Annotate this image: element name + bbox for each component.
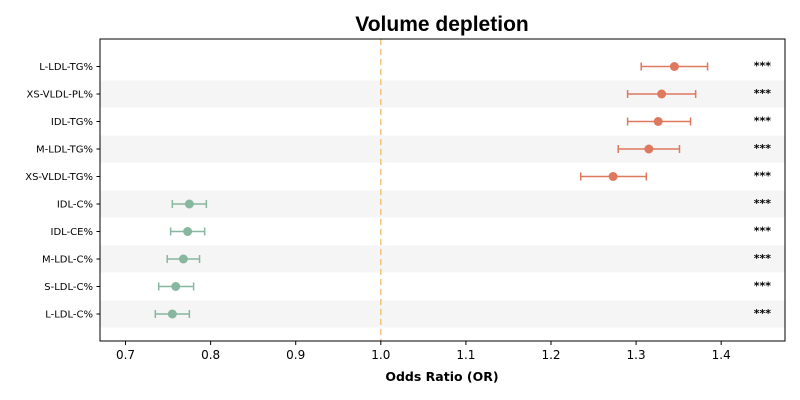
y-tick-label: M-LDL-TG% (36, 145, 93, 156)
row-band (100, 135, 785, 163)
significance-label: *** (754, 60, 772, 73)
y-tick-label: IDL-C% (57, 200, 93, 211)
significance-label: *** (754, 170, 772, 183)
ci-mark (626, 117, 692, 126)
significance-label: *** (754, 197, 772, 210)
or-point (183, 227, 193, 236)
or-point (171, 282, 181, 291)
row-band (100, 190, 785, 218)
or-point (184, 199, 194, 209)
ci-mark (166, 254, 201, 264)
y-tick-label: XS-VLDL-TG% (25, 172, 93, 183)
significance-label: *** (754, 252, 772, 265)
significance-label: *** (754, 225, 772, 238)
y-tick-label: XS-VLDL-PL% (27, 90, 93, 101)
significance-labels: *** *** *** *** *** *** *** *** *** *** (754, 60, 772, 321)
significance-label: *** (754, 87, 772, 100)
data-marks (154, 62, 709, 319)
x-tick-label: 0.9 (286, 348, 305, 362)
y-tick-label: L-LDL-C% (45, 310, 93, 321)
ci-mark (169, 227, 206, 236)
y-tick-label: IDL-CE% (51, 227, 93, 238)
x-tick-label: 1.2 (541, 348, 560, 362)
y-axis-labels: L-LDL-TG% XS-VLDL-PL% IDL-TG% M-LDL-TG% XS-V… (25, 62, 100, 321)
x-tick-label: 0.7 (116, 348, 135, 362)
ci-mark (626, 89, 697, 99)
y-tick-label: L-LDL-TG% (39, 62, 93, 73)
x-axis: 0.7 0.8 0.9 1.0 1.1 1.2 1.3 1.4 (116, 341, 731, 362)
x-axis-label: Odds Ratio (OR) (385, 369, 498, 384)
significance-label: *** (754, 115, 772, 128)
significance-label: *** (754, 280, 772, 293)
row-band (100, 300, 785, 328)
ci-mark (640, 62, 709, 71)
or-point (608, 172, 618, 181)
x-tick-label: 1.3 (627, 348, 646, 362)
x-tick-label: 1.0 (371, 348, 390, 362)
significance-label: *** (754, 142, 772, 155)
chart-title: Volume depletion (355, 13, 528, 36)
y-tick-label: S-LDL-C% (44, 282, 93, 293)
row-band (100, 245, 785, 273)
ci-mark (157, 282, 195, 291)
x-tick-label: 0.8 (201, 348, 220, 362)
or-point (653, 117, 663, 126)
plot-frame (99, 38, 786, 342)
significance-label: *** (754, 307, 772, 320)
x-tick-label: 1.1 (456, 348, 475, 362)
ci-mark (617, 144, 681, 154)
y-tick-label: IDL-TG% (51, 117, 93, 128)
x-tick-label: 1.4 (712, 348, 731, 362)
or-point (657, 89, 667, 99)
or-point (167, 309, 177, 319)
or-point (644, 144, 654, 154)
or-point (178, 254, 188, 264)
or-point (669, 62, 679, 71)
ci-mark (154, 309, 191, 319)
ci-mark (580, 172, 648, 181)
y-tick-label: M-LDL-C% (42, 255, 93, 266)
ci-mark (171, 199, 208, 209)
